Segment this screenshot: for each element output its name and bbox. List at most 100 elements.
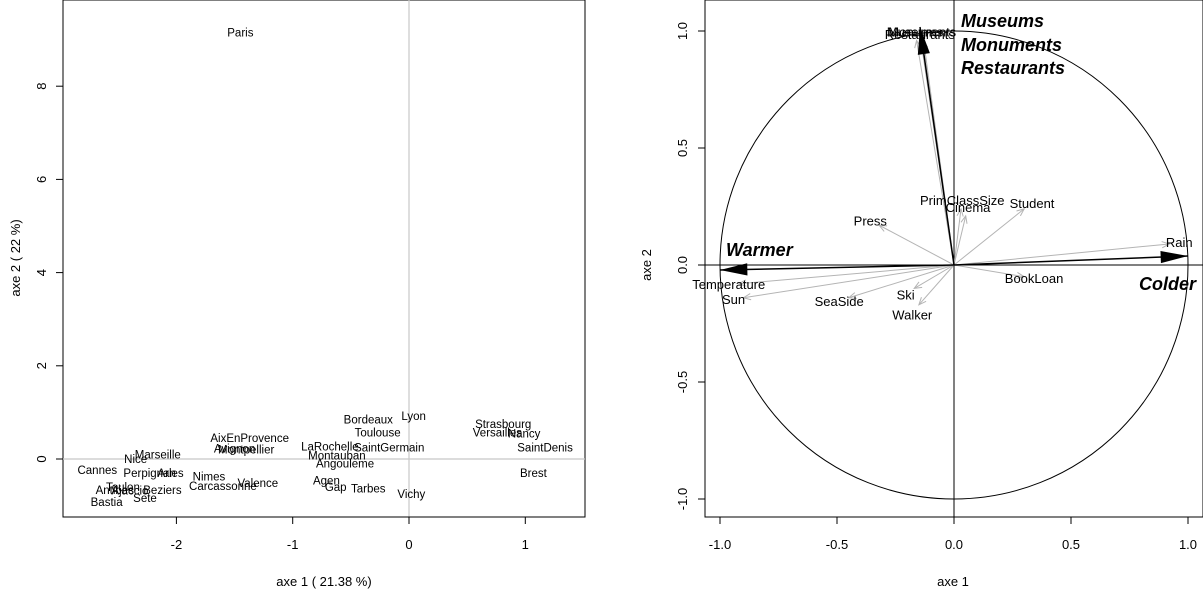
city-label: Vichy [397, 489, 425, 501]
city-label: Arles [157, 468, 183, 480]
city-label: Gap [325, 482, 347, 494]
city-label: Toulon [106, 482, 140, 494]
variable-label: Temperature [692, 277, 765, 292]
variable-arrow [743, 264, 955, 299]
city-label: Nancy [508, 428, 541, 440]
direction-annotation: Monuments [961, 35, 1062, 55]
variable-arrow [953, 243, 1170, 266]
direction-annotation: Museums [961, 11, 1044, 31]
city-label: Paris [227, 28, 253, 40]
variable-label: Cinema [946, 200, 992, 215]
variable-label: Walker [892, 307, 933, 322]
city-label: Valence [237, 478, 278, 490]
variable-arrow [878, 224, 955, 266]
right-y-tick-label: 0.0 [675, 256, 690, 274]
city-label: Lyon [401, 411, 426, 423]
variable-label: Press [854, 213, 888, 228]
city-label: LaRochelle [301, 441, 359, 453]
city-label: Angouleme [316, 459, 374, 471]
city-label: Versailles [473, 427, 522, 439]
variable-arrow [913, 264, 955, 289]
left-x-axis: -2 -1 0 1 [171, 516, 529, 552]
city-label: Avignon [214, 444, 255, 456]
variable-arrow [738, 264, 955, 285]
warmer-arrow-line [719, 264, 955, 271]
variable-arrow [953, 208, 1025, 266]
left-x-tick-label: -2 [171, 537, 183, 552]
right-y-axis-label: axe 2 [639, 249, 654, 281]
right-x-tick-label: -1.0 [709, 537, 731, 552]
city-label: Marseille [135, 449, 181, 461]
left-y-axis: 0 2 4 6 8 [34, 83, 63, 463]
direction-annotation: Warmer [726, 240, 794, 260]
variable-arrow [848, 264, 955, 299]
variable-arrowhead [918, 297, 927, 306]
left-y-axis-label: axe 2 ( 22 %) [8, 219, 23, 296]
city-label: SaintDenis [517, 442, 573, 454]
variable-label: Museums [887, 24, 944, 39]
variable-label: Ski [897, 287, 915, 302]
city-label: Strasbourg [475, 419, 531, 431]
variable-label: SeaSide [815, 294, 864, 309]
right-y-tick-label: -1.0 [675, 488, 690, 510]
right-x-tick-label: 0.5 [1062, 537, 1080, 552]
correlation-circle-panel: -1.0 -0.5 0.0 0.5 1.0 -1.0 -0.5 0.0 0.5 1.0 Muse… [639, 0, 1203, 589]
colder-arrow-line [953, 255, 1189, 266]
variable-arrowhead [847, 292, 857, 300]
right-x-axis-label: axe 1 [937, 574, 969, 589]
colder-arrow-head [1160, 250, 1188, 264]
city-label: Cannes [77, 465, 117, 477]
right-x-tick-label: 0.0 [945, 537, 963, 552]
direction-annotation: Restaurants [961, 58, 1065, 78]
city-label: Agen [313, 475, 340, 487]
variable-arrows: MuseumsMonumentsRestaurantsPrimClassSize… [692, 24, 1192, 322]
city-label: Montauban [308, 451, 366, 463]
city-label: Tarbes [351, 483, 386, 495]
variable-arrowhead [737, 279, 747, 287]
right-x-tick-label: 1.0 [1179, 537, 1197, 552]
city-label: Nimes [193, 472, 226, 484]
direction-annotation: Colder [1139, 274, 1197, 294]
left-x-axis-label: axe 1 ( 21.38 %) [276, 574, 371, 589]
left-y-tick-label: 0 [34, 455, 49, 462]
city-label: Brest [520, 468, 548, 480]
left-y-tick-label: 8 [34, 83, 49, 90]
city-label: SaintGermain [354, 442, 424, 454]
right-x-tick-label: -0.5 [826, 537, 848, 552]
variable-label: PrimClassSize [920, 193, 1005, 208]
museums-arrow-line [919, 26, 955, 266]
city-label: Nice [124, 454, 147, 466]
city-label: Perpignan [123, 468, 175, 480]
variable-arrowhead [913, 281, 923, 290]
variable-arrowhead [877, 224, 888, 232]
city-label: Antibes [96, 485, 135, 497]
right-y-axis: -1.0 -0.5 0.0 0.5 1.0 [675, 22, 705, 510]
city-label: Bastia [91, 497, 124, 509]
left-y-tick-label: 6 [34, 176, 49, 183]
city-label: Sete [133, 493, 157, 505]
left-x-tick-label: 1 [522, 537, 529, 552]
city-label: Beziers [143, 485, 182, 497]
right-y-tick-label: 1.0 [675, 22, 690, 40]
city-label: Carcassonne [189, 481, 257, 493]
warmer-arrow-head [720, 263, 748, 276]
right-y-tick-label: 0.5 [675, 139, 690, 157]
city-label: Bordeaux [344, 414, 393, 426]
museums-arrow-head [917, 27, 930, 55]
left-y-tick-label: 2 [34, 362, 49, 369]
left-y-tick-label: 4 [34, 269, 49, 276]
variable-arrowhead [960, 214, 968, 224]
variable-label: BookLoan [1005, 271, 1064, 286]
variable-label: Sun [722, 292, 745, 307]
variable-arrow [918, 264, 955, 306]
city-label: Montpellier [218, 445, 274, 457]
variable-arrow [953, 215, 967, 266]
variable-label: Monuments [888, 24, 956, 39]
city-label: Ajaccio [111, 486, 148, 498]
variable-arrow [953, 208, 962, 266]
variable-label: Rain [1166, 235, 1193, 250]
variable-label: Student [1010, 196, 1055, 211]
